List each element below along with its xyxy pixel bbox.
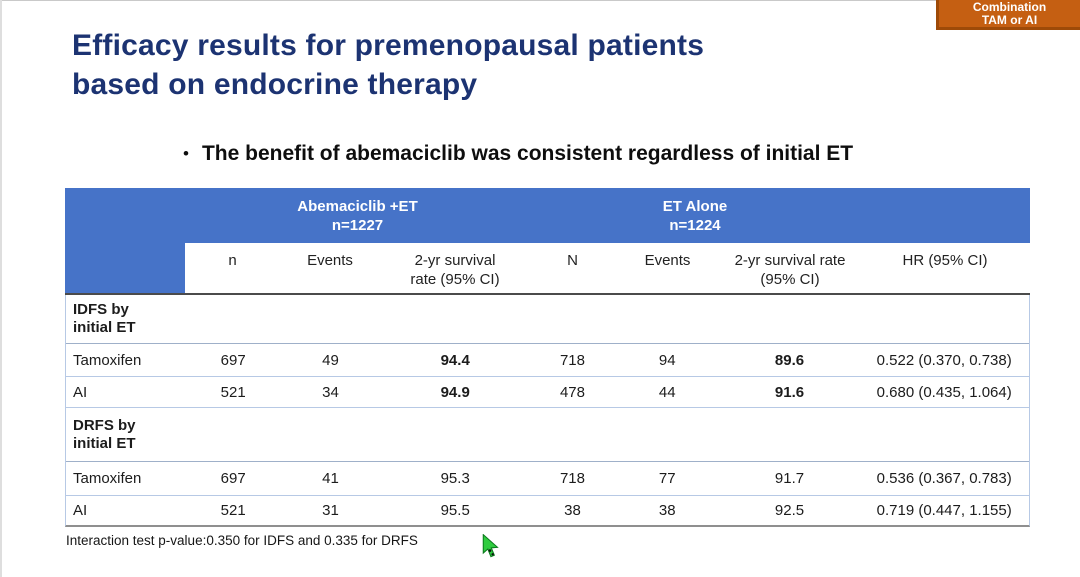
value-hr: 0.522 (0.370, 0.738) bbox=[876, 351, 1012, 369]
slide-title-line2: based on endocrine therapy bbox=[72, 68, 478, 101]
table-column-header-row: n Events 2-yr survival rate (95% CI) N Ev… bbox=[65, 243, 1030, 295]
bullet-text: The benefit of abemaciclib was consisten… bbox=[201, 142, 854, 165]
value-events: 34 bbox=[322, 383, 339, 401]
value-n: 697 bbox=[220, 470, 246, 487]
group-et-alone-n: n=1224 bbox=[669, 217, 721, 234]
value-survival: 91.6 bbox=[774, 383, 805, 401]
column-header-survival-abema: 2-yr survival rate (95% CI) bbox=[410, 252, 500, 288]
interaction-test-footnote: Interaction test p-value:0.350 for IDFS … bbox=[66, 533, 418, 548]
group-abemaciclib-n: n=1227 bbox=[331, 217, 384, 234]
value-hr: 0.536 (0.367, 0.783) bbox=[876, 470, 1012, 487]
column-header-n: n bbox=[228, 252, 237, 269]
column-header-N: N bbox=[567, 252, 578, 269]
group-header-spacer bbox=[65, 188, 185, 243]
value-n: 521 bbox=[220, 502, 246, 519]
value-events: 94 bbox=[658, 351, 676, 369]
table-row-drfs-ai: AI 521 31 95.5 38 38 92.5 0.719 (0.447, … bbox=[66, 496, 1029, 525]
slide-title: Efficacy results for premenopausal patie… bbox=[72, 26, 704, 104]
value-n: 697 bbox=[220, 351, 246, 369]
value-events: 41 bbox=[322, 470, 339, 487]
table-body: IDFS by initial ET Tamoxifen 697 49 94.4… bbox=[65, 295, 1030, 527]
value-survival: 94.9 bbox=[440, 383, 470, 401]
group-et-alone-label: ET Alone bbox=[662, 198, 728, 215]
column-header-events-abema: Events bbox=[307, 252, 353, 269]
value-hr: 0.719 (0.447, 1.155) bbox=[876, 502, 1012, 519]
table-group-header-row: Abemaciclib +ET n=1227 ET Alone n=1224 bbox=[65, 188, 1030, 243]
column-header-hr: HR (95% CI) bbox=[902, 252, 988, 269]
value-hr: 0.680 (0.435, 1.064) bbox=[876, 383, 1012, 401]
corner-tag-combination: Combination TAM or AI bbox=[936, 0, 1080, 30]
value-events: 31 bbox=[322, 502, 339, 519]
section-idfs-label: IDFS by initial ET bbox=[73, 301, 136, 336]
value-N: 718 bbox=[559, 470, 585, 487]
efficacy-table: Abemaciclib +ET n=1227 ET Alone n=1224 n… bbox=[65, 188, 1030, 527]
value-events: 44 bbox=[658, 383, 676, 401]
group-header-et-alone: ET Alone n=1224 bbox=[530, 188, 860, 243]
corner-tag-line2: TAM or AI bbox=[981, 13, 1038, 27]
group-abemaciclib-label: Abemaciclib +ET bbox=[297, 198, 418, 215]
value-N: 478 bbox=[559, 383, 585, 401]
mouse-cursor-icon bbox=[481, 533, 500, 564]
value-survival: 91.7 bbox=[774, 470, 805, 487]
value-survival: 94.4 bbox=[440, 351, 470, 369]
corner-tag-line1: Combination bbox=[972, 0, 1047, 14]
value-N: 718 bbox=[559, 351, 585, 369]
row-label: AI bbox=[73, 502, 88, 519]
frame-edge-top bbox=[0, 0, 1080, 1]
value-survival: 89.6 bbox=[774, 351, 805, 369]
column-header-survival-et: 2-yr survival rate (95% CI) bbox=[734, 252, 846, 288]
column-header-events-et: Events bbox=[644, 252, 691, 269]
value-survival: 95.5 bbox=[440, 502, 470, 519]
value-events: 38 bbox=[658, 502, 676, 519]
slide-title-line1: Efficacy results for premenopausal patie… bbox=[72, 29, 705, 62]
value-events: 49 bbox=[322, 351, 339, 369]
column-header-spacer bbox=[65, 243, 185, 293]
value-events: 77 bbox=[658, 470, 676, 487]
key-message-bullet: • The benefit of abemaciclib was consist… bbox=[183, 140, 853, 167]
value-n: 521 bbox=[220, 383, 246, 401]
bullet-marker: • bbox=[183, 144, 189, 163]
value-N: 38 bbox=[564, 502, 581, 519]
section-drfs-label: DRFS by initial ET bbox=[73, 416, 136, 452]
row-label: Tamoxifen bbox=[73, 351, 142, 369]
row-label: AI bbox=[73, 383, 88, 401]
table-row-idfs-ai: AI 521 34 94.9 478 44 91.6 0.680 (0.435,… bbox=[66, 377, 1029, 408]
group-header-hr-spacer bbox=[860, 188, 1030, 243]
frame-edge-left bbox=[0, 0, 2, 577]
table-row-idfs-tamoxifen: Tamoxifen 697 49 94.4 718 94 89.6 0.522 … bbox=[66, 344, 1029, 377]
section-header-idfs: IDFS by initial ET bbox=[66, 295, 1029, 344]
table-row-drfs-tamoxifen: Tamoxifen 697 41 95.3 718 77 91.7 0.536 … bbox=[66, 462, 1029, 496]
row-label: Tamoxifen bbox=[73, 470, 142, 487]
value-survival: 92.5 bbox=[774, 502, 805, 519]
group-header-abemaciclib: Abemaciclib +ET n=1227 bbox=[185, 188, 530, 243]
value-survival: 95.3 bbox=[440, 470, 470, 487]
section-header-drfs: DRFS by initial ET bbox=[66, 408, 1029, 462]
